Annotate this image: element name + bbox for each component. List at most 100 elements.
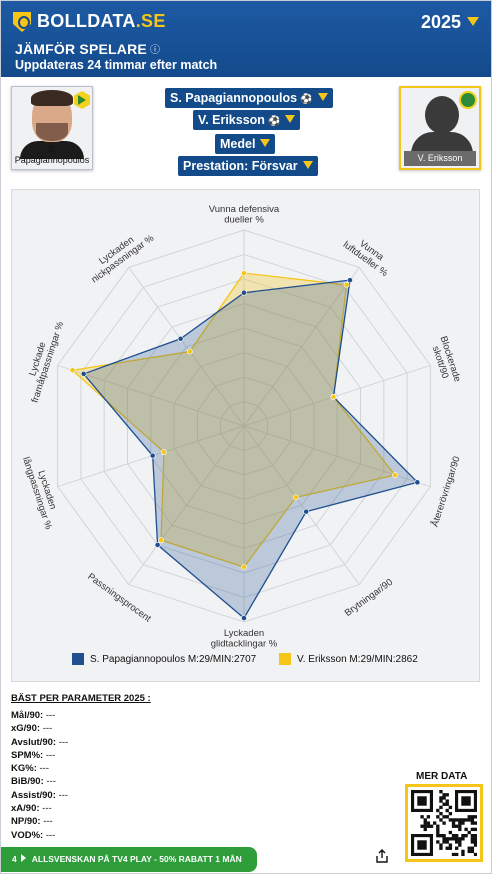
player-card-left[interactable]: S. Papagiannopoulos [11, 86, 93, 170]
player2-select[interactable]: V. Eriksson ⚽ [193, 110, 301, 130]
qr-module [470, 846, 475, 850]
legend-item-series-1[interactable]: S. Papagiannopoulos M:29/MIN:2707 [72, 653, 256, 665]
data-point-1 [154, 542, 161, 548]
info-icon[interactable]: ⓘ [149, 45, 161, 56]
data-point-2 [241, 270, 247, 277]
qr-module [451, 834, 456, 838]
promo-banner[interactable]: 4 ALLSVENSKAN PÅ TV4 PLAY - 50% RABATT 1 … [1, 847, 257, 872]
qr-module [439, 834, 443, 838]
qr-module [455, 837, 459, 841]
player1-select[interactable]: S. Papagiannopoulos ⚽ [165, 88, 333, 108]
qr-module [439, 812, 443, 816]
qr-module [470, 849, 475, 854]
qr-module [470, 818, 475, 822]
qr-code-pattern [411, 790, 477, 856]
stat-row: Avslut/90: --- [11, 736, 69, 748]
qr-module [448, 805, 453, 810]
qr-module [445, 799, 449, 803]
qr-module [464, 818, 468, 822]
qr-module [436, 824, 440, 828]
legend-swatch [279, 653, 291, 665]
qr-module [436, 834, 440, 838]
data-point-2 [330, 394, 337, 400]
axis-label: Passningsprocent [85, 571, 153, 624]
data-point-2 [343, 281, 350, 288]
qr-module [445, 808, 449, 813]
qr-module [439, 790, 443, 794]
qr-module [442, 821, 446, 825]
player-card-right[interactable]: V. Eriksson [399, 86, 481, 170]
qr-module [426, 821, 431, 825]
qr-module [439, 796, 443, 800]
chevron-down-icon [317, 93, 328, 101]
qr-module [464, 827, 468, 832]
stats-title: BÄST PER PARAMETER 2025 : [11, 693, 151, 704]
silhouette-placeholder-icon [425, 96, 459, 134]
data-point-1 [241, 289, 247, 296]
qr-module [470, 834, 475, 838]
qr-module [448, 846, 453, 850]
grid-spoke [243, 364, 431, 427]
qr-module [458, 821, 462, 825]
page-title: JÄMFÖR SPELARE ⓘ [15, 41, 161, 57]
qr-module [436, 827, 440, 832]
qr-module [461, 849, 465, 854]
qr-module [445, 846, 449, 850]
axis-label: Återerövringar/90 [430, 455, 463, 528]
qr-module [442, 796, 446, 800]
axis-label: Vunna defensiva dueller % [209, 204, 280, 226]
data-point-2 [392, 472, 398, 478]
category-select[interactable]: Prestation: Försvar [178, 156, 318, 176]
qr-module [470, 821, 475, 825]
qr-module [473, 834, 477, 838]
axis-label-line: glidtacklingar % [211, 638, 278, 649]
qr-finder [417, 796, 427, 806]
qr-module [473, 827, 477, 832]
logo[interactable]: BOLLDATA.SE [37, 11, 166, 31]
qr-finder [417, 840, 427, 850]
data-point-1 [347, 277, 353, 284]
best-per-parameter: BÄST PER PARAMETER 2025 : Mål/90: --- xG… [11, 693, 391, 843]
radar-chart-panel: Vunna defensiva dueller % Vunnaluftdueller… [11, 189, 480, 682]
share-icon[interactable] [375, 849, 389, 863]
app-header: BOLLDATA.SE 2025 JÄMFÖR SPELARE ⓘ Uppdate… [1, 1, 491, 77]
data-point-2 [292, 494, 299, 501]
player-hair [31, 90, 73, 106]
data-point-2 [69, 367, 76, 374]
qr-module [436, 808, 440, 813]
qr-module [445, 802, 449, 806]
qr-module [423, 824, 427, 828]
axis-label: Blockeradeskott/90 [428, 335, 463, 387]
qr-module [461, 852, 465, 856]
axis-label-line: Vunna defensiva [209, 204, 280, 215]
player-card-name: S. Papagiannopoulos [14, 144, 90, 165]
qr-module [473, 840, 477, 844]
club-icon: ⚽ [267, 116, 281, 127]
qr-module [426, 815, 431, 819]
qr-module [451, 824, 456, 828]
qr-module [433, 821, 437, 825]
qr-module [473, 821, 477, 825]
qr-module [442, 815, 446, 819]
axis-label: Lyckadennickpassningar % [83, 224, 156, 285]
data-point-1 [241, 615, 247, 621]
qr-module [455, 840, 459, 844]
more-data-label: MER DATA [416, 771, 468, 782]
qr-code-icon[interactable] [405, 784, 483, 862]
chevron-down-icon[interactable] [467, 17, 479, 26]
legend-label: V. Eriksson M:29/MIN:2862 [297, 653, 418, 665]
mode-select[interactable]: Medel [215, 134, 276, 154]
season-dropdown[interactable]: 2025 [420, 12, 461, 32]
grid-spoke [128, 267, 245, 427]
qr-module [455, 824, 459, 828]
qr-finder [461, 796, 471, 806]
player-card-name: V. Eriksson [404, 151, 476, 166]
data-point-1 [177, 335, 184, 342]
chevron-down-icon [302, 161, 313, 169]
qr-module [448, 830, 453, 835]
qr-module [461, 818, 465, 822]
qr-module [448, 837, 453, 841]
legend-item-series-2[interactable]: V. Eriksson M:29/MIN:2862 [279, 653, 418, 665]
qr-module [458, 827, 462, 832]
grid-spoke [243, 267, 360, 427]
